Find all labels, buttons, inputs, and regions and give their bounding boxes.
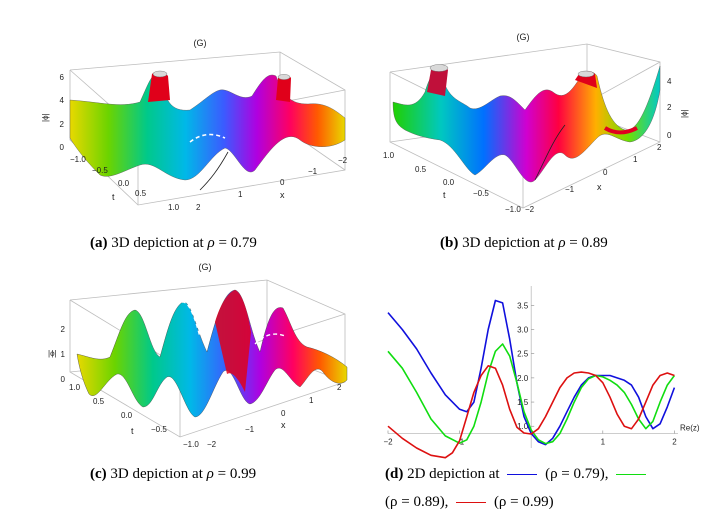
panel-b-plot-label: (G) [517, 32, 530, 42]
legend-swatch-rho-099 [456, 502, 487, 504]
svg-text:0: 0 [281, 409, 286, 418]
svg-text:−2: −2 [207, 440, 217, 449]
svg-text:x: x [281, 420, 286, 430]
chart-2d-svg: −2 −1 1 2 1.0 1.5 2.0 2.5 3.0 3.5 Re(z) [383, 286, 700, 459]
svg-text:4: 4 [60, 96, 65, 105]
svg-text:0: 0 [667, 131, 672, 140]
panel-c-surface [76, 289, 348, 418]
panel-c-t-ticks: 1.0 0.5 0.0 −0.5 −1.0 t [69, 383, 199, 449]
x-tick-label: −2 [383, 437, 393, 446]
svg-text:−0.5: −0.5 [92, 166, 108, 175]
svg-text:x: x [597, 182, 602, 192]
svg-text:2: 2 [196, 203, 201, 212]
svg-text:1.0: 1.0 [69, 383, 81, 392]
legend-text-rho-099: (ρ = 0.99) [493, 494, 554, 510]
svg-text:−1.0: −1.0 [183, 440, 199, 449]
svg-text:1: 1 [238, 190, 243, 199]
svg-text:2: 2 [61, 325, 66, 334]
svg-text:−0.5: −0.5 [473, 189, 489, 198]
legend-swatch-rho-089 [616, 474, 647, 476]
svg-text:x: x [280, 190, 285, 200]
panel-a-z-axis-label: |ϕ| [41, 113, 50, 122]
panel-a-3d-plot: (G) 6 4 2 0 |ϕ| −1.0 −0.5 [40, 30, 360, 235]
y-tick-label: 2.0 [517, 374, 529, 383]
panel-c-caption: (c) 3D depiction at ρ = 0.99 [90, 466, 257, 482]
svg-text:0: 0 [60, 143, 65, 152]
panel-b-t-ticks: 1.0 0.5 0.0 −0.5 −1.0 t [383, 151, 521, 214]
x-tick-label: 1 [601, 437, 606, 446]
panel-c-plot-label: (G) [199, 262, 212, 272]
svg-text:2: 2 [657, 143, 662, 152]
panel-b-surface [392, 64, 661, 183]
svg-text:−1: −1 [565, 185, 575, 194]
panel-b-caption: (b) 3D depiction at ρ = 0.89 [440, 235, 608, 251]
svg-text:2: 2 [60, 120, 65, 129]
y-tick-label: 1.0 [517, 422, 529, 431]
svg-text:0.5: 0.5 [135, 189, 147, 198]
svg-text:2: 2 [337, 383, 342, 392]
x-tick-label: −1 [455, 437, 465, 446]
panel-a-t-ticks: −1.0 −0.5 0.0 0.5 1.0 t [70, 155, 180, 212]
panel-b-3d-plot: (G) 4 2 0 |ϕ| 1.0 0.5 [375, 30, 705, 235]
panel-a-caption: (a) 3D depiction at ρ = 0.79 [90, 235, 257, 251]
x-axis-label: Re(z) [680, 423, 700, 432]
svg-text:1: 1 [61, 350, 66, 359]
y-tick-label: 3.0 [517, 326, 529, 335]
svg-text:−1.0: −1.0 [70, 155, 86, 164]
panel-c-z-ticks: 2 1 0 |ϕ| [48, 325, 66, 384]
svg-text:t: t [112, 192, 115, 202]
svg-text:0: 0 [61, 375, 66, 384]
svg-text:1.0: 1.0 [383, 151, 395, 160]
series-line-2 [387, 343, 676, 445]
panel-a-x-ticks: 2 1 0 −1 −2 x [196, 156, 348, 212]
legend-text-rho-079: (ρ = 0.79), [545, 466, 609, 482]
panel-a-z-ticks: 6 4 2 0 |ϕ| [41, 73, 65, 152]
svg-text:0.0: 0.0 [118, 179, 130, 188]
svg-text:0.5: 0.5 [93, 397, 105, 406]
panel-d-caption-line2: (ρ = 0.89), (ρ = 0.99) [385, 494, 554, 511]
svg-text:1: 1 [309, 396, 314, 405]
y-tick-label: 2.5 [517, 350, 529, 359]
legend-swatch-rho-079 [507, 474, 538, 476]
series-line-1 [387, 299, 676, 446]
x-tick-label: 2 [672, 437, 677, 446]
svg-text:1: 1 [633, 155, 638, 164]
svg-text:4: 4 [667, 77, 672, 86]
panel-a-plot-label: (G) [194, 38, 207, 48]
panel-a-surface [69, 70, 346, 191]
svg-text:0.0: 0.0 [121, 411, 133, 420]
svg-text:−1: −1 [245, 425, 255, 434]
series-line-3 [387, 365, 675, 459]
svg-text:−1.0: −1.0 [505, 205, 521, 214]
svg-text:1.0: 1.0 [168, 203, 180, 212]
y-tick-label: 1.5 [517, 398, 529, 407]
panel-c-x-ticks: −2 −1 0 1 2 x [207, 383, 342, 449]
y-tick-label: 3.5 [517, 301, 529, 310]
svg-text:0: 0 [280, 178, 285, 187]
panel-d-caption: (d) 2D depiction at (ρ = 0.79), [385, 466, 650, 483]
svg-text:−0.5: −0.5 [151, 425, 167, 434]
legend-text-rho-089: (ρ = 0.89), [385, 494, 449, 510]
svg-text:t: t [443, 190, 446, 200]
panel-b-z-axis-label: |ϕ| [680, 109, 689, 118]
svg-text:−2: −2 [338, 156, 348, 165]
svg-text:−2: −2 [525, 205, 535, 214]
svg-text:0.0: 0.0 [443, 178, 455, 187]
panel-d-2d-chart: −2 −1 1 2 1.0 1.5 2.0 2.5 3.0 3.5 Re(z) [378, 280, 700, 460]
svg-text:t: t [131, 426, 134, 436]
svg-text:0.5: 0.5 [415, 165, 427, 174]
panel-c-3d-plot: (G) 2 1 0 |ϕ| 1.0 0.5 0.0 −0.5 −1. [45, 262, 365, 457]
panel-b-x-ticks: −2 −1 0 1 2 x [525, 143, 662, 214]
svg-text:−1: −1 [308, 167, 318, 176]
panel-b-z-ticks: 4 2 0 |ϕ| [667, 77, 689, 140]
svg-text:2: 2 [667, 103, 672, 112]
svg-text:6: 6 [60, 73, 65, 82]
svg-text:0: 0 [603, 168, 608, 177]
panel-c-z-axis-label: |ϕ| [48, 349, 57, 358]
